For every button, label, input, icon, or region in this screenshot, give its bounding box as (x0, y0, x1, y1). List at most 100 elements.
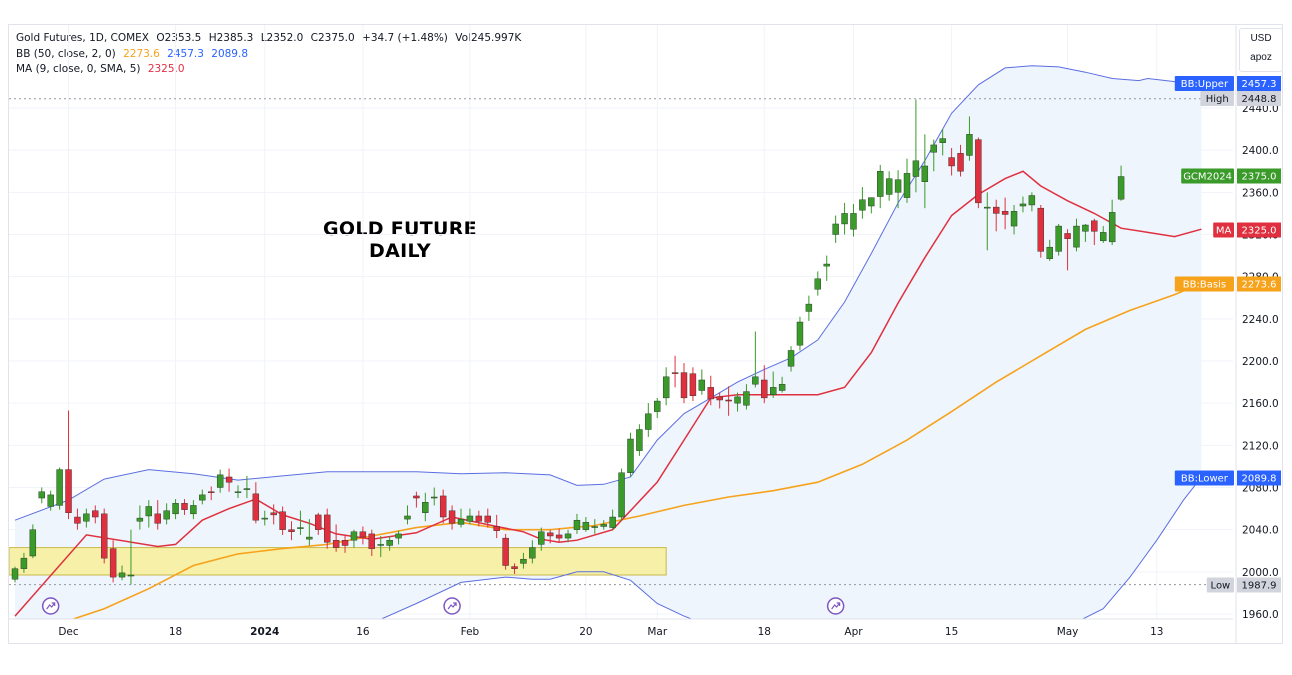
candle (752, 331, 759, 388)
x-tick-label: 18 (169, 626, 182, 638)
candle-body (306, 536, 313, 540)
chart-frame (8, 24, 1283, 644)
candle (359, 526, 367, 545)
price-tag-value-box (1237, 222, 1281, 238)
event-marker-icon[interactable] (826, 597, 845, 615)
legend-bb-label[interactable]: BB (50, close, 2, 0) (16, 47, 116, 60)
candle (761, 365, 768, 404)
candle (885, 171, 893, 201)
price-tag-value: 2273.6 (1242, 280, 1277, 291)
candle (386, 535, 393, 551)
candle-body (127, 574, 135, 577)
x-tick-label: 15 (945, 626, 958, 638)
candle (868, 197, 875, 214)
candle (814, 271, 821, 296)
candle-body (680, 372, 688, 399)
candle (1064, 229, 1071, 271)
candle-body (297, 527, 304, 529)
candle (475, 510, 483, 527)
candle (297, 510, 304, 535)
price-tag-low[interactable]: Low 1987.9 (1206, 577, 1281, 593)
candle (716, 392, 723, 409)
candle (288, 521, 295, 541)
candle (520, 552, 527, 569)
candle-body (1108, 212, 1116, 243)
price-tag-gcm2024[interactable]: GCM2024 2375.0 (1181, 168, 1281, 184)
legend-close: C2375.0 (310, 32, 355, 44)
event-marker-icon[interactable] (41, 597, 60, 615)
candle (930, 139, 937, 172)
candle-body (743, 391, 750, 406)
candle (707, 375, 714, 406)
x-tick-label: May (1057, 626, 1079, 638)
candle-body (1010, 211, 1018, 227)
candle-body (225, 476, 233, 483)
price-tag-bb-upper[interactable]: BB:Upper 2457.3 (1174, 76, 1281, 91)
candle (136, 505, 144, 530)
currency-selector[interactable]: USD apoz (1239, 28, 1283, 72)
candle-body (823, 263, 830, 267)
candle (618, 468, 625, 522)
candle-body (734, 396, 741, 404)
price-tag-high[interactable]: High 2448.8 (1200, 91, 1281, 106)
candle-body (885, 178, 893, 195)
candle-body (163, 510, 170, 520)
candle-body (511, 566, 518, 569)
price-tag-value: 2089.8 (1242, 474, 1277, 485)
candle-body (252, 493, 260, 521)
candle (1010, 204, 1018, 235)
candle-body (502, 537, 509, 566)
x-tick-label: Dec (58, 626, 79, 638)
candle (29, 524, 37, 559)
candle-body (725, 399, 732, 402)
candle-body (787, 350, 795, 367)
candle-body (457, 518, 465, 525)
candle (877, 164, 884, 209)
candle (332, 524, 340, 552)
candle (431, 487, 438, 506)
candle-body (243, 488, 251, 490)
candle (1019, 196, 1027, 213)
event-marker-icon[interactable] (443, 597, 461, 615)
price-tag-value-box (1237, 91, 1281, 106)
price-tag-label-box (1174, 470, 1234, 486)
candle-body (1100, 232, 1107, 242)
candle (502, 533, 509, 570)
x-tick-label: 13 (1150, 626, 1163, 638)
price-tag-label-box (1181, 168, 1234, 184)
candle-body (538, 531, 545, 545)
candle (698, 369, 706, 395)
candle (547, 529, 554, 544)
candle-body (564, 533, 572, 539)
candle (457, 508, 465, 528)
event-marker-glyph (447, 602, 457, 610)
candle-body (234, 491, 242, 493)
candle-body (199, 494, 206, 501)
legend-symbol[interactable]: Gold Futures, 1D, COMEX (16, 32, 149, 44)
price-tag-label-box (1174, 76, 1234, 91)
candle-body (484, 515, 491, 523)
candle-body (190, 505, 197, 515)
price-tag-ma[interactable]: MA 2325.0 (1213, 222, 1281, 238)
candle (127, 529, 135, 585)
candle (555, 528, 563, 543)
candle (1028, 192, 1036, 212)
legend-ma-label[interactable]: MA (9, close, 0, SMA, 5) (16, 63, 141, 75)
support-zone (9, 547, 667, 576)
candle-body (172, 503, 179, 515)
candle-body (939, 138, 946, 143)
candle (413, 491, 420, 508)
price-tag-bb-lower[interactable]: BB:Lower 2089.8 (1174, 470, 1281, 486)
candle (190, 500, 197, 520)
candle (636, 424, 643, 456)
candle-body (796, 321, 804, 346)
candle-body (475, 515, 483, 522)
candle-body (547, 532, 554, 537)
bollinger-band-fill (15, 65, 1202, 619)
candle-body (930, 144, 937, 153)
price-tag-bb-basis[interactable]: BB:Basis 2273.6 (1174, 276, 1281, 292)
y-tick-label: 2360.0 (1242, 187, 1279, 199)
candle-body (993, 206, 1000, 214)
candle (1117, 165, 1125, 201)
